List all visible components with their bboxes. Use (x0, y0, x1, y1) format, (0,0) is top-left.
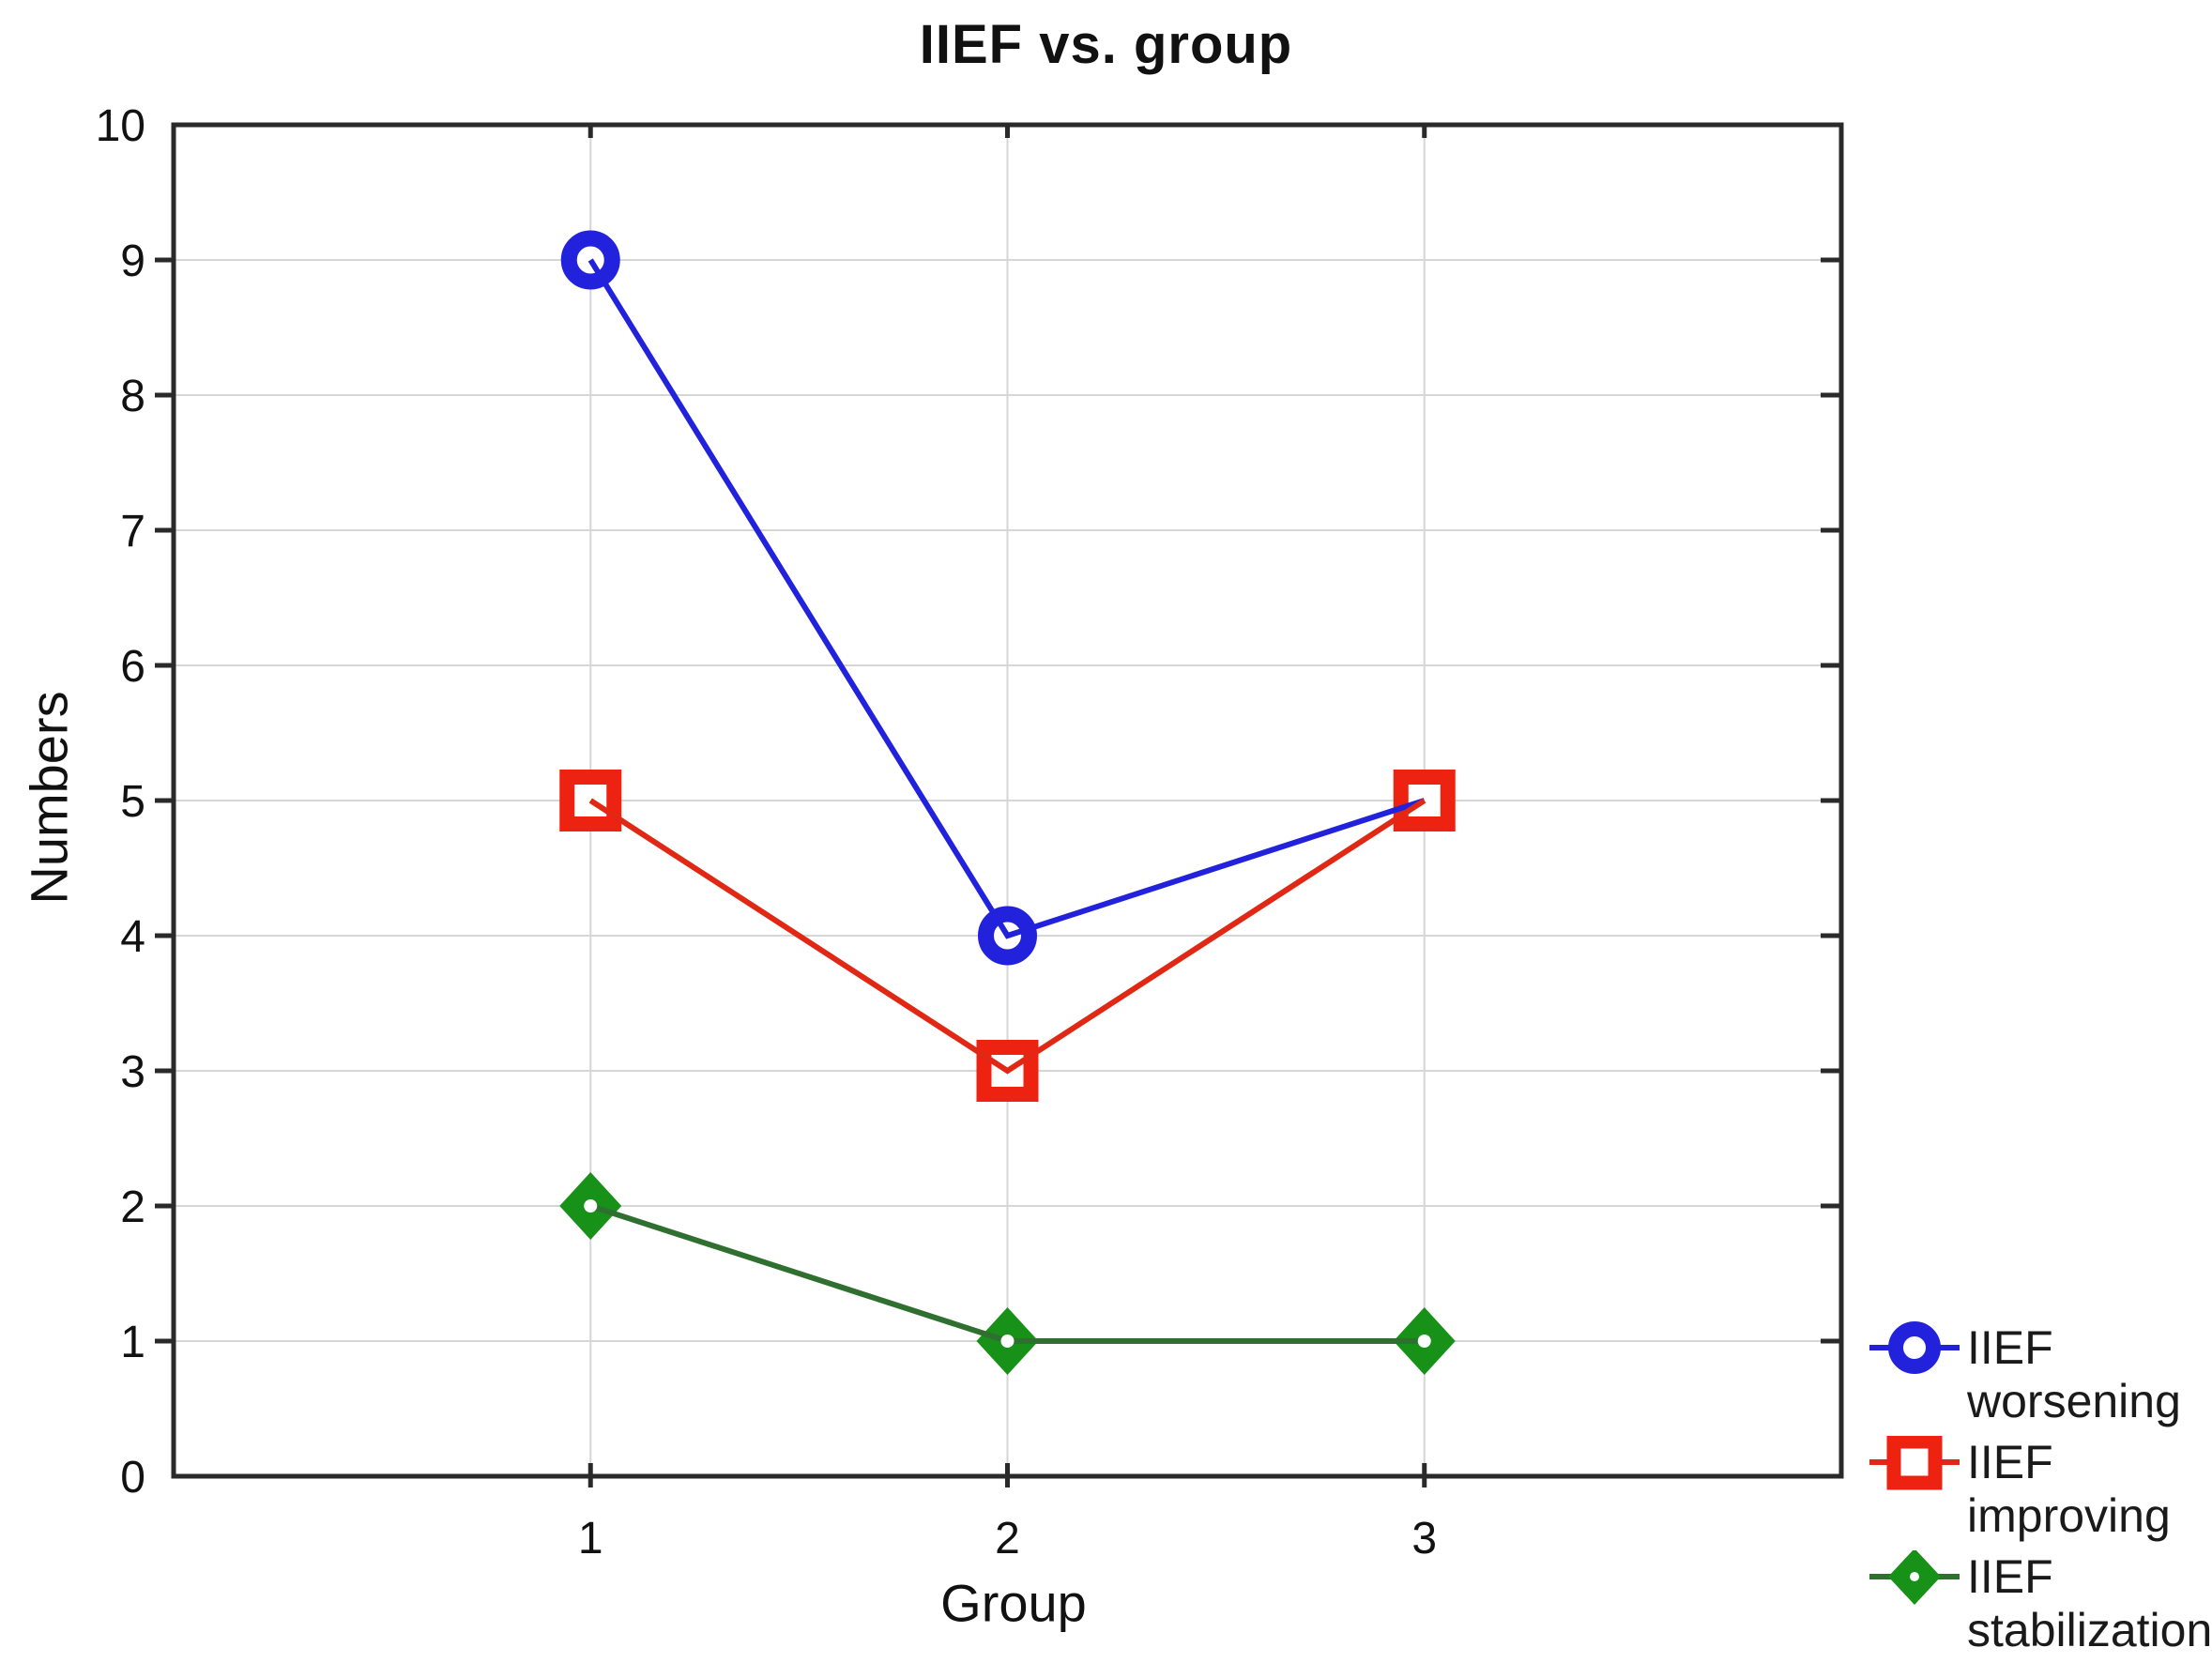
y-tick-label: 10 (96, 101, 145, 151)
legend-marker-iief-improving-icon (1869, 1436, 1960, 1490)
y-tick-label: 6 (120, 642, 145, 692)
y-tick-label: 2 (120, 1182, 145, 1232)
legend-label-iief-worsening: IIEF worsening (1967, 1321, 2181, 1427)
y-tick-label: 8 (120, 372, 145, 421)
x-tick-label: 2 (995, 1514, 1020, 1564)
y-tick-label: 3 (120, 1047, 145, 1097)
y-tick-label: 7 (120, 507, 145, 557)
legend-label-iief-stabilization: IIEF stabilization (1967, 1550, 2212, 1656)
y-tick-label: 0 (120, 1453, 145, 1503)
marker-center-dots (584, 1199, 1431, 1348)
tick-labels: 0 1 2 3 4 5 6 7 8 9 10 1 2 3 (96, 101, 1437, 1564)
y-tick-label: 4 (120, 912, 145, 962)
line-iief-improving (588, 798, 1426, 1075)
gridlines (174, 125, 1841, 1476)
legend-marker-iief-worsening-icon (1869, 1321, 1960, 1374)
x-tick-label: 3 (1411, 1514, 1437, 1564)
legend-entry-iief-improving: IIEF improving (1868, 1436, 2212, 1543)
line-iief-worsening (587, 258, 1426, 939)
legend-label-iief-improving: IIEF improving (1967, 1436, 2171, 1542)
legend: IIEF worsening IIEF improving IIEF stabili… (1868, 1321, 2212, 1665)
legend-marker-iief-stabilization-icon (1869, 1550, 1960, 1605)
legend-entry-iief-worsening: IIEF worsening (1868, 1321, 2212, 1428)
x-tick-label: 1 (578, 1514, 603, 1564)
y-tick-label: 1 (120, 1318, 145, 1367)
legend-entry-iief-stabilization: IIEF stabilization (1868, 1550, 2212, 1657)
axes-frame (155, 122, 1844, 1487)
chart-title: IIEF vs. group (919, 14, 1293, 75)
y-tick-label: 5 (120, 777, 145, 827)
y-tick-label: 9 (120, 236, 145, 286)
x-axis-title: Group (940, 1573, 1087, 1633)
